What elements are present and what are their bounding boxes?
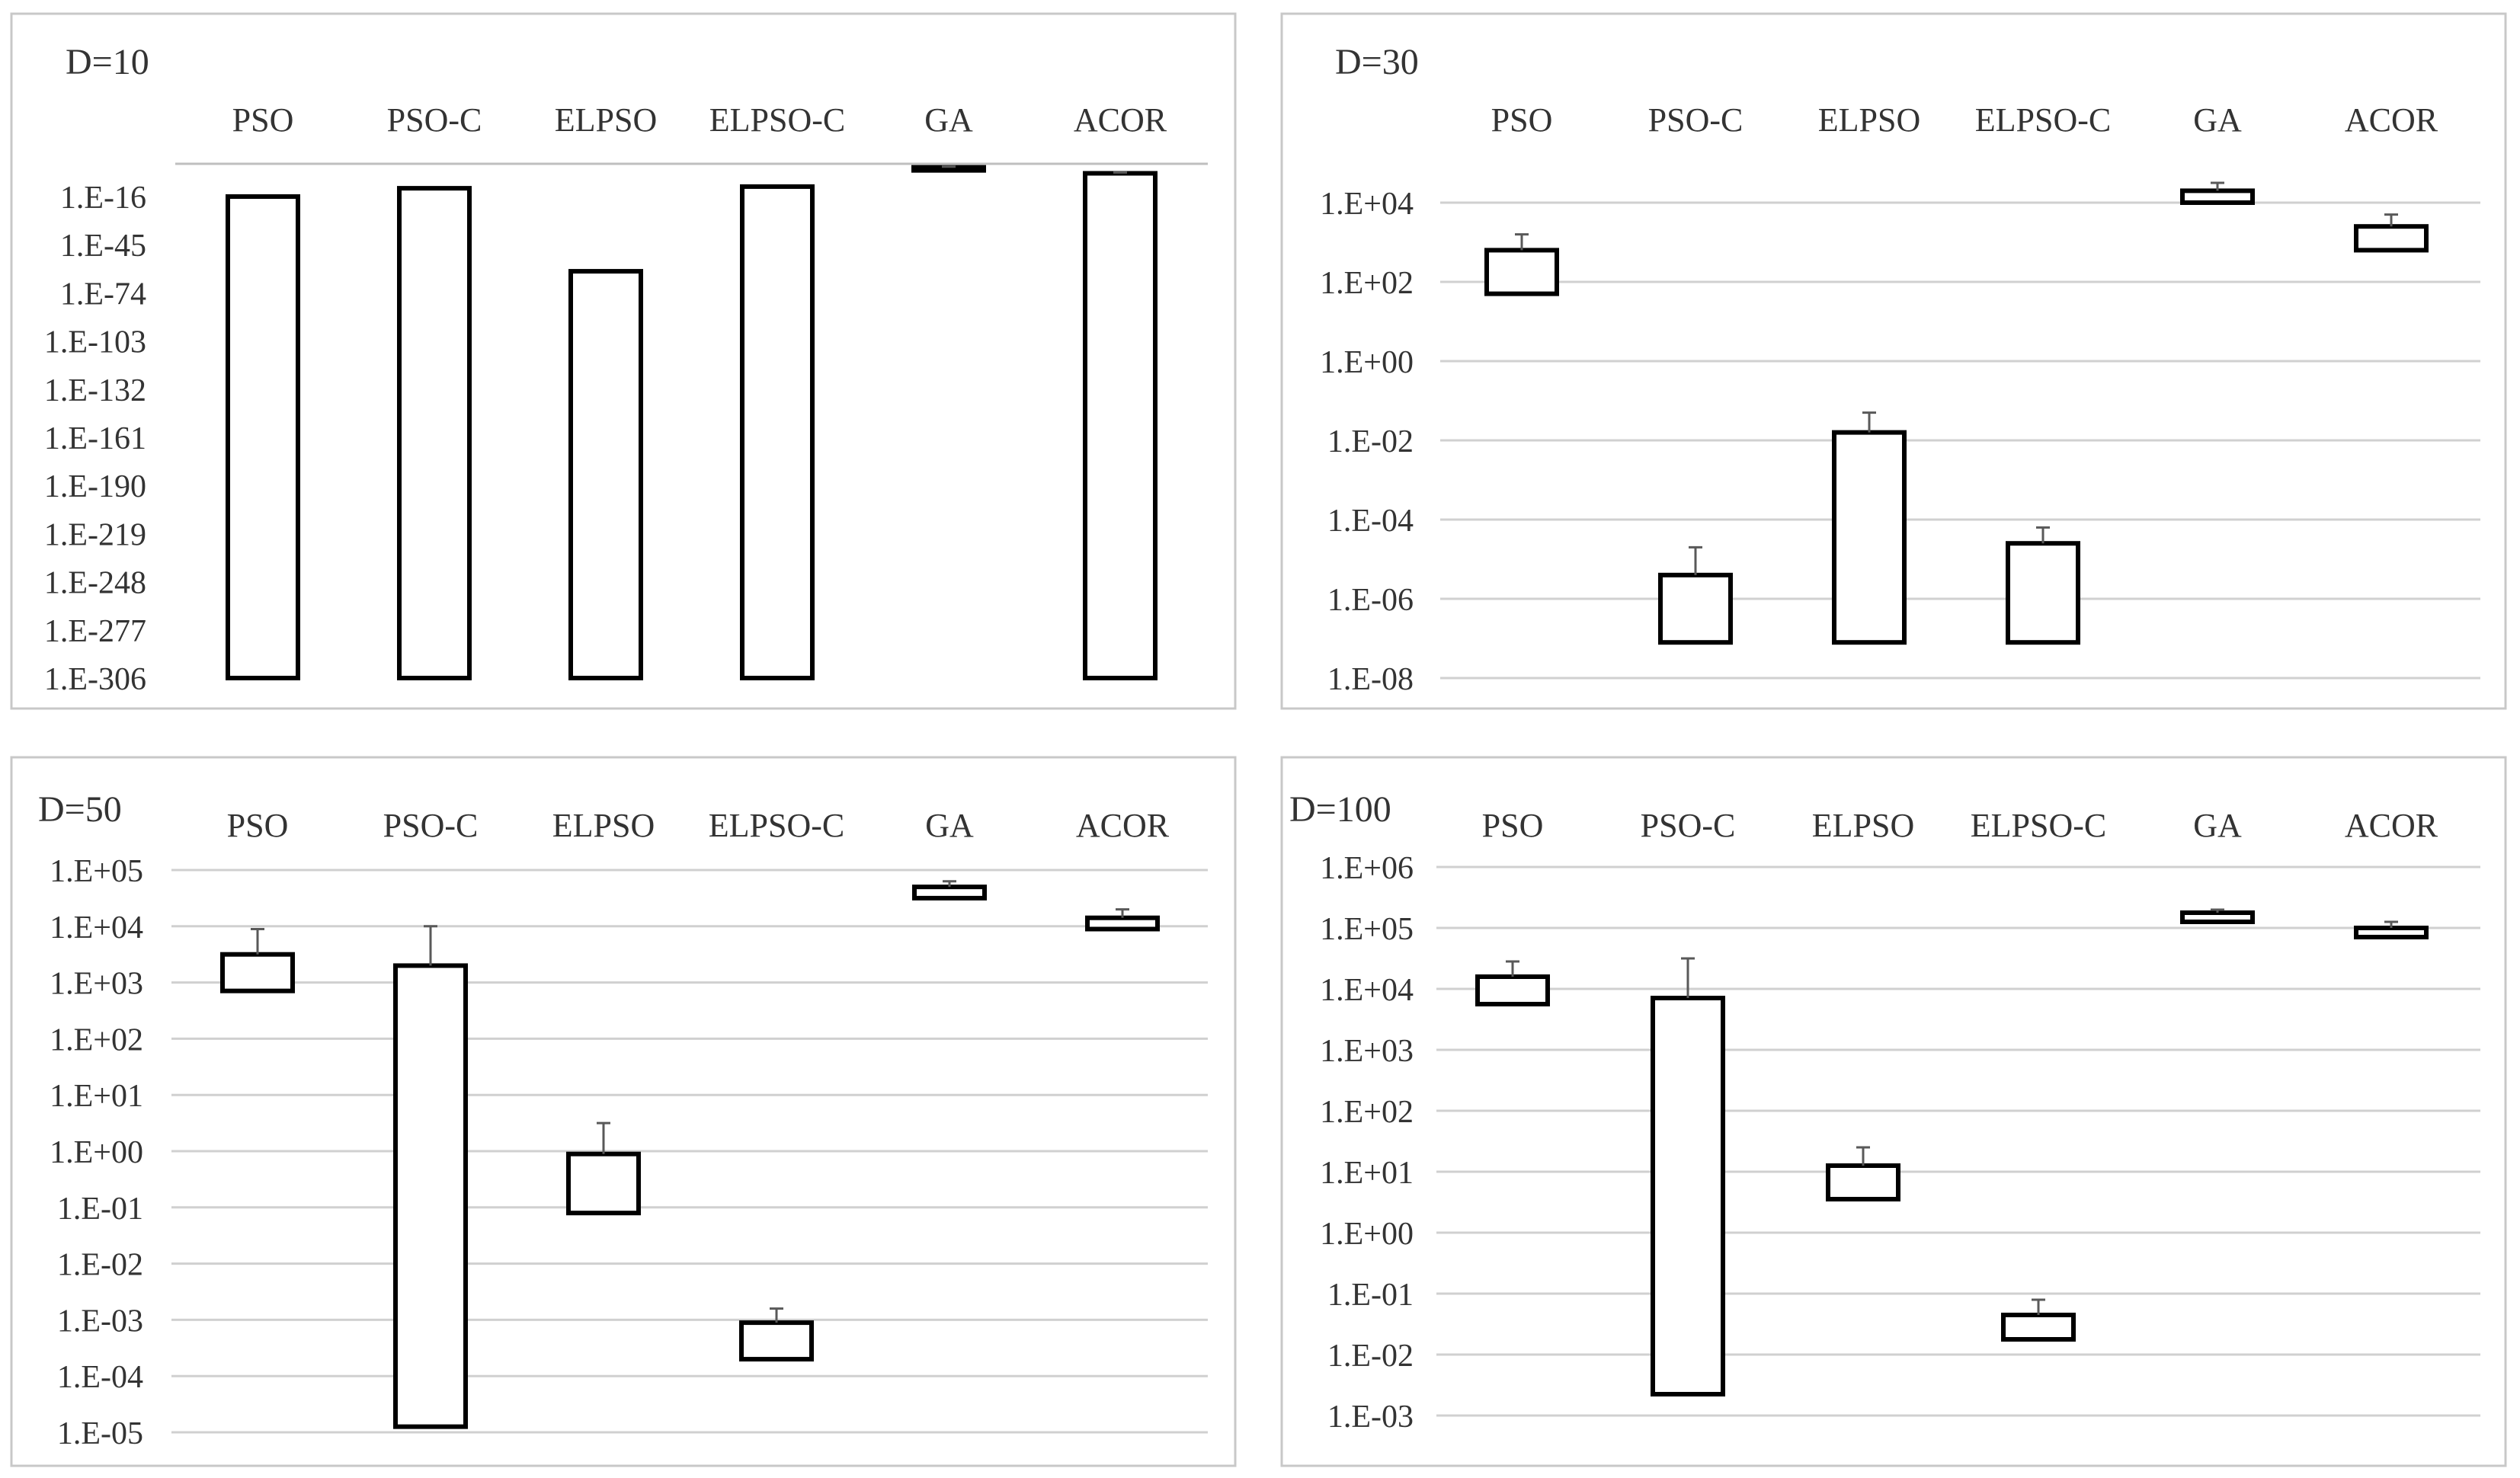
category-label: PSO (1482, 807, 1544, 844)
chart-title-d10: D=10 (66, 42, 149, 82)
y-tick-label: 1.E-03 (57, 1304, 143, 1339)
y-tick-label: 1.E-277 (44, 614, 146, 649)
bar (226, 194, 300, 680)
bar (1484, 248, 1559, 296)
y-tick-label: 1.E+00 (1320, 345, 1414, 380)
bar (740, 184, 815, 680)
chart-panel: 1.E-16 1.E-45 1.E-74 1.E-103 1.E-132 1.E-161 1… (44, 101, 1208, 697)
category-label: ACOR (1074, 101, 1167, 139)
y-tick-label: 1.E-45 (60, 229, 146, 264)
y-tick-label: 1.E-08 (1327, 662, 1414, 697)
y-tick-label: 1.E-04 (57, 1360, 143, 1395)
category-label: PSO (227, 807, 289, 844)
category-label: ACOR (2345, 101, 2438, 139)
category-label: ACOR (1076, 807, 1170, 844)
bar (1085, 915, 1160, 932)
category-label: ELPSO-C (709, 807, 844, 844)
y-tick-label: 1.E-248 (44, 566, 146, 601)
category-label: PSO-C (1641, 807, 1736, 844)
y-tick-label: 1.E-16 (60, 181, 146, 216)
bar (1826, 1163, 1900, 1201)
panel-frame-d50 (10, 756, 1237, 1467)
y-tick-label: 1.E+03 (1320, 1034, 1414, 1069)
y-tick-label: 1.E+05 (1320, 912, 1414, 947)
bar (1083, 171, 1158, 680)
y-tick-label: 1.E+06 (1320, 851, 1414, 886)
chart-panel: 1.E+05 1.E+04 1.E+03 1.E+02 1.E+01 1.E+00 1.E-… (50, 807, 1208, 1451)
bar (1475, 974, 1550, 1006)
chart-title-d100: D=100 (1289, 789, 1391, 830)
bar (1832, 430, 1907, 645)
category-label: PSO-C (383, 807, 479, 844)
y-tick-label: 1.E-06 (1327, 583, 1414, 618)
category-label: PSO-C (387, 101, 482, 139)
category-label: ELPSO (1818, 101, 1920, 139)
y-tick-label: 1.E+03 (50, 967, 143, 1002)
y-tick-label: 1.E+02 (50, 1022, 143, 1057)
bar (2180, 910, 2255, 924)
y-tick-label: 1.E+01 (1320, 1156, 1414, 1191)
bar (2354, 926, 2429, 939)
y-tick-label: 1.E+01 (50, 1079, 143, 1114)
y-tick-label: 1.E-03 (1327, 1400, 1414, 1435)
category-label: ELPSO (555, 101, 657, 139)
y-tick-label: 1.E-132 (44, 373, 146, 408)
category-label: ACOR (2345, 807, 2438, 844)
category-label: GA (924, 101, 973, 139)
chart-title-d30: D=30 (1335, 42, 1419, 82)
chart-panel: 1.E+04 1.E+02 1.E+00 1.E-02 1.E-04 1.E-06 1.E-… (1320, 101, 2480, 697)
category-label: ELPSO (1812, 807, 1914, 844)
bar (912, 885, 987, 901)
bar (397, 186, 472, 680)
chart-title-d50: D=50 (38, 789, 122, 830)
y-tick-label: 1.E-04 (1327, 504, 1414, 539)
y-tick-label: 1.E+02 (1320, 266, 1414, 301)
y-tick-label: 1.E+04 (50, 910, 143, 945)
category-label: GA (2193, 101, 2242, 139)
category-label: GA (925, 807, 974, 844)
y-tick-label: 1.E+00 (50, 1135, 143, 1170)
y-tick-label: 1.E-190 (44, 469, 146, 504)
y-tick-label: 1.E-05 (57, 1416, 143, 1451)
category-label: PSO-C (1648, 101, 1744, 139)
y-tick-label: 1.E-103 (44, 325, 146, 360)
y-tick-label: 1.E-02 (1327, 424, 1414, 459)
category-label: GA (2193, 807, 2242, 844)
category-label: ELPSO-C (709, 101, 845, 139)
bar (568, 269, 643, 680)
y-tick-label: 1.E-02 (57, 1248, 143, 1283)
y-tick-label: 1.E+04 (1320, 973, 1414, 1008)
bar (1651, 996, 1725, 1396)
bar (220, 952, 295, 993)
bar (1658, 572, 1733, 645)
y-tick-label: 1.E-306 (44, 662, 146, 697)
y-tick-label: 1.E+05 (50, 854, 143, 889)
y-tick-label: 1.E-74 (60, 277, 146, 312)
category-label: ELPSO (552, 807, 655, 844)
bar (393, 963, 468, 1429)
bar (2001, 1313, 2076, 1342)
category-label: PSO (1491, 101, 1553, 139)
bar (2354, 224, 2429, 253)
category-label: PSO (232, 101, 294, 139)
y-tick-label: 1.E+04 (1320, 187, 1414, 222)
category-label: ELPSO-C (1971, 807, 2106, 844)
bar (2180, 188, 2255, 205)
y-tick-label: 1.E-219 (44, 517, 146, 552)
y-tick-label: 1.E+02 (1320, 1095, 1414, 1130)
bar (566, 1151, 641, 1216)
y-tick-label: 1.E-01 (57, 1192, 143, 1227)
y-tick-label: 1.E+00 (1320, 1217, 1414, 1252)
y-tick-label: 1.E-161 (44, 421, 146, 456)
y-tick-label: 1.E-02 (1327, 1339, 1414, 1374)
y-tick-label: 1.E-01 (1327, 1278, 1414, 1313)
bar (2006, 541, 2080, 645)
category-label: ELPSO-C (1975, 101, 2111, 139)
chart-panel: 1.E+06 1.E+05 1.E+04 1.E+03 1.E+02 1.E+01 1.E+… (1320, 807, 2480, 1435)
bar (739, 1320, 814, 1362)
